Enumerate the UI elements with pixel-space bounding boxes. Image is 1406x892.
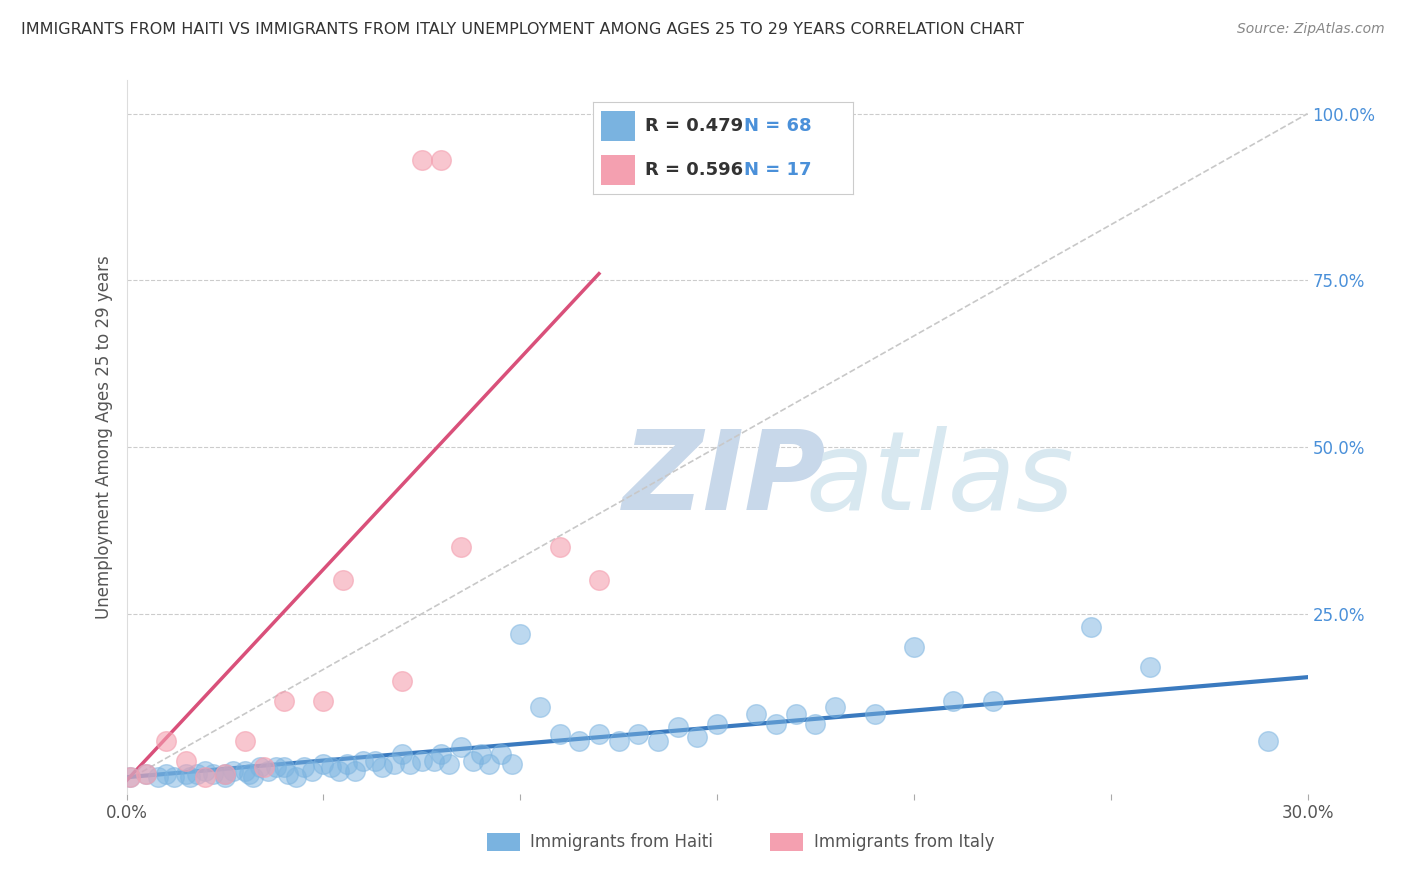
Point [391, 673, 413, 688]
Point [233, 764, 256, 778]
Y-axis label: Unemployment Among Ages 25 to 29 years: Unemployment Among Ages 25 to 29 years [94, 255, 112, 619]
Point [238, 767, 260, 781]
Point [399, 756, 422, 771]
Point [666, 720, 689, 734]
Point [332, 574, 354, 588]
Point [214, 767, 236, 781]
Point [903, 640, 925, 655]
Point [647, 733, 669, 747]
Point [450, 540, 472, 554]
Point [312, 693, 335, 707]
Point [942, 693, 965, 707]
Point [627, 727, 650, 741]
Point [686, 730, 709, 744]
Point [1139, 660, 1161, 674]
Text: Immigrants from Italy: Immigrants from Italy [814, 833, 994, 851]
Text: Source: ZipAtlas.com: Source: ZipAtlas.com [1237, 22, 1385, 37]
Point [765, 716, 787, 731]
Point [264, 760, 287, 774]
Point [439, 756, 461, 771]
Point [411, 153, 433, 168]
Point [242, 770, 264, 784]
Point [371, 760, 394, 774]
Point [135, 767, 157, 781]
Point [120, 770, 142, 784]
Point [430, 747, 453, 761]
Point [461, 754, 484, 768]
FancyBboxPatch shape [486, 833, 520, 851]
Point [478, 756, 501, 771]
Point [548, 727, 571, 741]
Point [222, 764, 245, 778]
Point [155, 733, 177, 747]
Point [981, 693, 1004, 707]
Point [135, 767, 157, 781]
Point [422, 754, 444, 768]
Point [568, 733, 591, 747]
Point [785, 706, 807, 721]
Point [607, 733, 630, 747]
Point [411, 754, 433, 768]
Point [863, 706, 886, 721]
Point [277, 767, 299, 781]
Point [202, 767, 225, 781]
Point [146, 770, 169, 784]
Point [233, 733, 256, 747]
Point [1080, 620, 1102, 634]
Point [706, 716, 728, 731]
Point [284, 770, 307, 784]
Point [509, 627, 531, 641]
Point [163, 770, 186, 784]
Point [249, 760, 271, 774]
Point [214, 770, 236, 784]
Point [450, 740, 472, 755]
Point [186, 767, 208, 781]
Point [548, 540, 571, 554]
Point [174, 754, 197, 768]
Point [343, 764, 366, 778]
Point [179, 770, 201, 784]
Point [253, 760, 276, 774]
Point [312, 756, 335, 771]
Point [489, 747, 512, 761]
Point [328, 764, 350, 778]
FancyBboxPatch shape [770, 833, 803, 851]
Point [588, 727, 610, 741]
Point [501, 756, 523, 771]
Point [382, 756, 405, 771]
Text: atlas: atlas [806, 426, 1074, 533]
Point [529, 700, 551, 714]
Point [352, 754, 374, 768]
Point [824, 700, 846, 714]
Point [470, 747, 492, 761]
Point [336, 756, 359, 771]
Text: IMMIGRANTS FROM HAITI VS IMMIGRANTS FROM ITALY UNEMPLOYMENT AMONG AGES 25 TO 29 : IMMIGRANTS FROM HAITI VS IMMIGRANTS FROM… [21, 22, 1024, 37]
Point [1257, 733, 1279, 747]
Point [214, 767, 236, 781]
Point [194, 770, 217, 784]
Point [257, 764, 280, 778]
Point [273, 693, 295, 707]
Text: ZIP: ZIP [623, 426, 827, 533]
Point [391, 747, 413, 761]
Point [588, 574, 610, 588]
Point [745, 706, 768, 721]
Point [155, 767, 177, 781]
Text: Immigrants from Haiti: Immigrants from Haiti [530, 833, 713, 851]
Point [301, 764, 323, 778]
Point [804, 716, 827, 731]
Point [194, 764, 217, 778]
Point [363, 754, 385, 768]
Point [292, 760, 315, 774]
Point [430, 153, 453, 168]
Point [273, 760, 295, 774]
Point [174, 767, 197, 781]
Point [321, 760, 343, 774]
Point [120, 770, 142, 784]
